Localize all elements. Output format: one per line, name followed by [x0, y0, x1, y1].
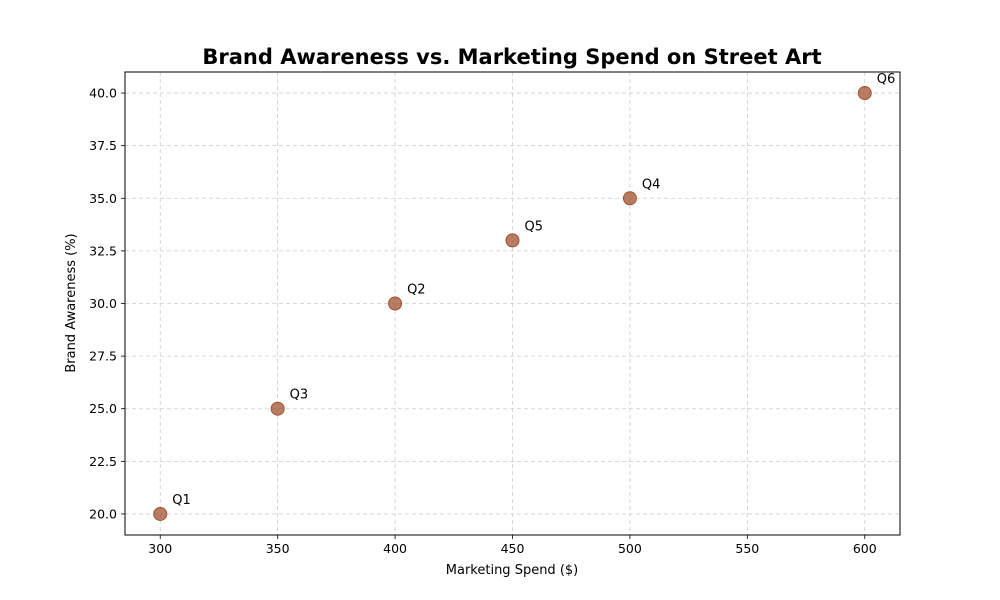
- x-tick-label: 450: [501, 541, 525, 556]
- data-point-q4: [622, 191, 637, 206]
- y-tick-label: 22.5: [89, 454, 117, 469]
- point-label-q1: Q1: [172, 493, 191, 508]
- data-point-q5: [505, 233, 520, 248]
- x-tick-label: 500: [618, 541, 642, 556]
- y-tick-label: 37.5: [89, 138, 117, 153]
- grid: [125, 72, 900, 535]
- x-axis-label: Marketing Spend ($): [446, 563, 578, 578]
- data-points: Q1 Q2 Q3 Q4 Q5 Q6: [153, 72, 896, 521]
- y-axis-label: Brand Awareness (%): [64, 233, 79, 372]
- y-tick-label: 30.0: [89, 296, 117, 311]
- x-tick-label: 600: [853, 541, 877, 556]
- y-tick-label: 32.5: [89, 243, 117, 258]
- point-label-q5: Q5: [525, 219, 544, 234]
- chart-title: Brand Awareness vs. Marketing Spend on S…: [202, 45, 821, 69]
- y-tick-label: 20.0: [89, 506, 117, 521]
- y-tick-label: 40.0: [89, 86, 117, 101]
- x-tick-label: 550: [735, 541, 759, 556]
- axis-ticks: 300 350 400 450 500 550 600 20.0 22.5 25.0 27.5 30.…: [89, 86, 877, 556]
- data-point-q1: [153, 506, 168, 521]
- point-label-q6: Q6: [877, 72, 896, 87]
- x-tick-label: 400: [383, 541, 407, 556]
- data-point-q6: [857, 86, 872, 101]
- point-label-q2: Q2: [407, 283, 426, 298]
- y-tick-label: 35.0: [89, 191, 117, 206]
- y-tick-label: 27.5: [89, 349, 117, 364]
- data-point-q2: [388, 296, 403, 311]
- x-tick-label: 350: [266, 541, 290, 556]
- point-label-q3: Q3: [290, 388, 309, 403]
- x-tick-label: 300: [148, 541, 172, 556]
- y-tick-label: 25.0: [89, 401, 117, 416]
- point-label-q4: Q4: [642, 177, 661, 192]
- data-point-q3: [270, 401, 285, 416]
